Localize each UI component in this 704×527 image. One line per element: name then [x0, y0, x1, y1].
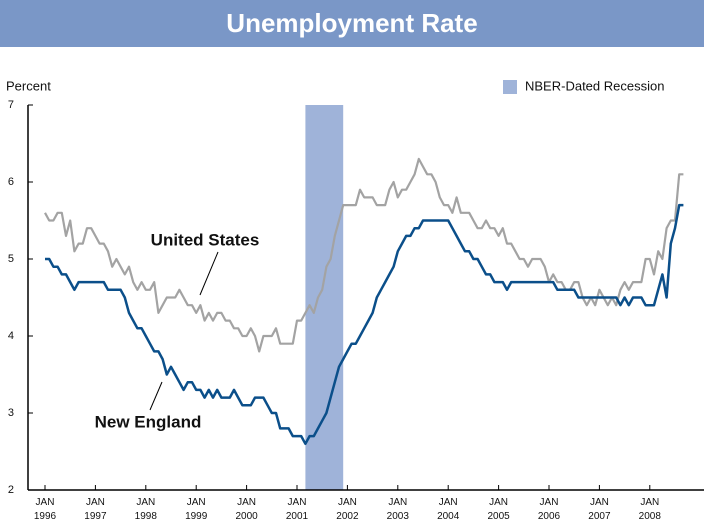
- x-tick-label: JAN 2003: [387, 497, 410, 522]
- x-tick-label: JAN 2001: [286, 497, 309, 522]
- x-tick-label-line: JAN: [288, 497, 307, 508]
- x-tick-label: JAN 1999: [185, 497, 208, 522]
- x-tick-label-line: 2006: [538, 511, 561, 522]
- x-tick-label-line: JAN: [338, 497, 357, 508]
- x-tick-label: JAN 2002: [336, 497, 359, 522]
- series-annotation: New England: [95, 412, 202, 431]
- x-tick-label: JAN 2000: [235, 497, 258, 522]
- x-tick-label-line: JAN: [36, 497, 55, 508]
- x-tick-label-line: JAN: [439, 497, 458, 508]
- x-tick-label: JAN 2005: [487, 497, 510, 522]
- annotation-pointer: [149, 381, 163, 411]
- x-tick-label: JAN 2006: [538, 497, 561, 522]
- x-tick-label-line: 2005: [487, 511, 510, 522]
- x-tick-label-line: 2004: [437, 511, 460, 522]
- annotation-pointer: [199, 251, 219, 296]
- x-tick-label: JAN 1998: [135, 497, 158, 522]
- series-line: [45, 203, 684, 446]
- legend-label: NBER-Dated Recession: [525, 78, 664, 93]
- y-tick-label: 4: [8, 330, 14, 342]
- x-tick-label-line: 2007: [588, 511, 611, 522]
- x-tick-label-line: JAN: [136, 497, 155, 508]
- x-tick-label-line: JAN: [86, 497, 105, 508]
- x-tick-label-line: JAN: [388, 497, 407, 508]
- series-line: [44, 157, 684, 353]
- x-tick-label: JAN 1996: [34, 497, 57, 522]
- chart-title: Unemployment Rate: [226, 8, 477, 38]
- y-tick-label: 7: [8, 99, 14, 111]
- y-tick-label: 3: [8, 407, 14, 419]
- y-tick-label: 5: [8, 253, 14, 265]
- y-tick-label: 2: [8, 484, 14, 496]
- x-tick-label-line: JAN: [640, 497, 659, 508]
- x-tick-label-line: 2001: [286, 511, 309, 522]
- x-tick-label: JAN 2007: [588, 497, 611, 522]
- x-tick-label-line: 2002: [336, 511, 359, 522]
- x-tick-label-line: JAN: [489, 497, 508, 508]
- x-tick-label-line: 1997: [84, 511, 107, 522]
- x-tick-label-line: JAN: [187, 497, 206, 508]
- y-axis-label: Percent: [6, 78, 51, 93]
- x-tick-label: JAN 2008: [639, 497, 662, 522]
- recession-band: [305, 105, 344, 490]
- x-tick-label-line: 2000: [235, 511, 258, 522]
- x-tick-label: JAN 1997: [84, 497, 107, 522]
- x-tick-label-line: JAN: [540, 497, 559, 508]
- x-tick-label-line: 1999: [185, 511, 208, 522]
- title-banner: [0, 0, 704, 47]
- x-tick-label-line: JAN: [237, 497, 256, 508]
- legend-swatch: [503, 80, 517, 94]
- x-tick-label-line: 2008: [639, 511, 662, 522]
- series-annotation: United States: [151, 230, 260, 249]
- y-tick-label: 6: [8, 176, 14, 188]
- x-tick-label-line: 2003: [387, 511, 410, 522]
- x-tick-label-line: JAN: [590, 497, 609, 508]
- x-tick-label: JAN 2004: [437, 497, 460, 522]
- x-tick-label-line: 1996: [34, 511, 57, 522]
- x-tick-label-line: 1998: [135, 511, 158, 522]
